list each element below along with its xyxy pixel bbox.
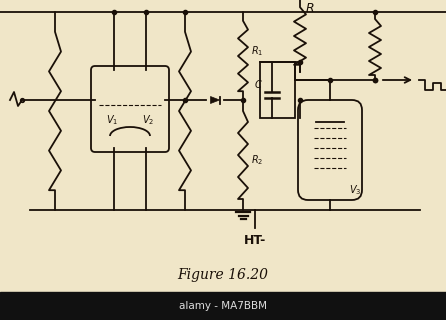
Text: $R_2$: $R_2$ — [251, 153, 263, 167]
Text: $V_3$: $V_3$ — [349, 183, 361, 197]
Text: $V_2$: $V_2$ — [142, 113, 154, 127]
Text: R: R — [306, 2, 314, 14]
Text: $R_1$: $R_1$ — [251, 44, 264, 58]
Text: C: C — [255, 80, 261, 90]
Text: alamy - MA7BBM: alamy - MA7BBM — [179, 301, 267, 311]
Polygon shape — [211, 97, 219, 103]
Bar — [260, 62, 295, 118]
Text: $V_1$: $V_1$ — [106, 113, 118, 127]
Bar — [0, 292, 446, 320]
Text: Figure 16.20: Figure 16.20 — [178, 268, 268, 282]
Text: HT-: HT- — [244, 234, 266, 246]
